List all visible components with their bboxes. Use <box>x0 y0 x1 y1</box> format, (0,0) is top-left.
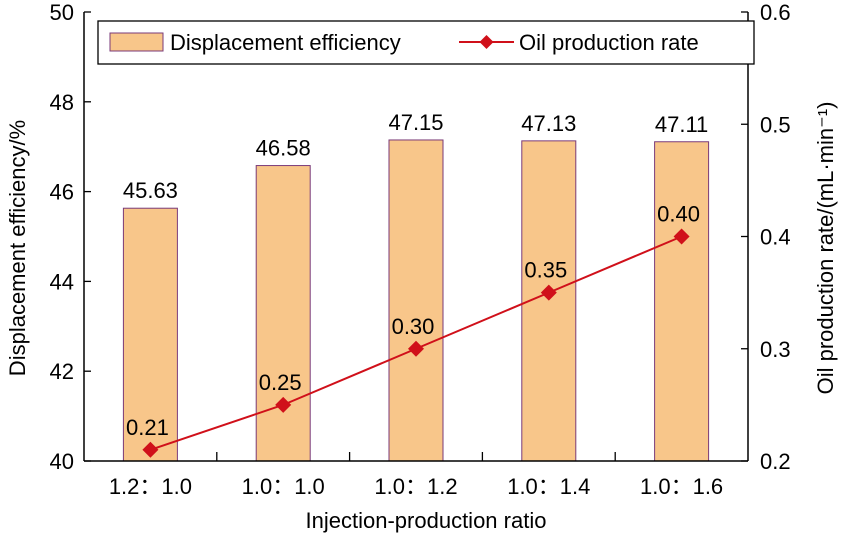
legend-label-oil-production-rate: Oil production rate <box>519 30 699 55</box>
y-left-tick-label-48: 48 <box>50 90 74 115</box>
x-tick-label-4: 1.0：1.4 <box>507 474 590 499</box>
y-left-tick-label-46: 46 <box>50 180 74 205</box>
line-value-label-1: 0.21 <box>126 415 169 440</box>
line-value-label-4: 0.35 <box>524 258 567 283</box>
line-series-group <box>142 228 690 458</box>
line-point-marker-3 <box>408 340 424 357</box>
bars-group <box>122 139 710 462</box>
bar-value-label-2: 46.58 <box>256 136 311 161</box>
legend-diamond-marker-icon <box>479 35 494 49</box>
legend-box <box>97 20 755 65</box>
y-left-axis-title: Displacement efficiency/% <box>5 120 30 376</box>
bar-5 <box>654 141 710 462</box>
y-right-axis-title: Oil production rate/(mL·min⁻¹) <box>813 102 838 395</box>
y-left-tick-label-42: 42 <box>50 359 74 384</box>
y-left-tick-label-44: 44 <box>50 269 74 294</box>
y-right-tick-label-0.6: 0.6 <box>760 0 791 25</box>
x-tick-label-1: 1.2：1.0 <box>109 474 192 499</box>
y-right-tick-label-0.2: 0.2 <box>760 449 791 474</box>
bar-value-label-4: 47.13 <box>521 111 576 136</box>
x-tick-label-5: 1.0：1.6 <box>640 474 723 499</box>
line-point-marker-4 <box>540 284 557 301</box>
x-tick-label-2: 1.0：1.0 <box>242 474 325 499</box>
bar-1 <box>122 207 178 462</box>
x-tick-label-3: 1.0：1.2 <box>374 474 457 499</box>
data-labels-group: 45.63 46.58 47.15 47.13 47.11 0.21 0.25 0.30 0.3… <box>123 110 708 440</box>
line-point-marker-1 <box>142 441 159 458</box>
bar-2 <box>255 165 311 462</box>
legend-label-displacement-efficiency: Displacement efficiency <box>170 30 401 55</box>
y-right-tick-label-0.5: 0.5 <box>760 112 791 137</box>
line-point-marker-2 <box>275 396 292 413</box>
axes-group: 40 42 44 46 48 50 0.2 0.3 0.4 0.5 0.6 1.2：1.0 1.0：1.… <box>50 0 791 499</box>
legend-swatch-displacement-efficiency <box>109 32 164 52</box>
line-point-marker-5 <box>673 228 690 245</box>
x-axis-title: Injection-production ratio <box>306 508 547 533</box>
legend: Displacement efficiency Oil production r… <box>97 20 755 65</box>
bar-value-label-3: 47.15 <box>388 110 443 135</box>
y-left-tick-label-50: 50 <box>50 0 74 25</box>
line-value-label-5: 0.40 <box>657 202 700 227</box>
y-left-tick-label-40: 40 <box>50 449 74 474</box>
bar-value-label-5: 47.11 <box>655 112 708 137</box>
line-value-label-2: 0.25 <box>259 370 302 395</box>
y-right-tick-label-0.3: 0.3 <box>760 337 791 362</box>
bar-3 <box>388 139 444 462</box>
bar-value-label-1: 45.63 <box>123 178 178 203</box>
line-value-label-3: 0.30 <box>392 314 435 339</box>
y-right-tick-label-0.4: 0.4 <box>760 225 791 250</box>
